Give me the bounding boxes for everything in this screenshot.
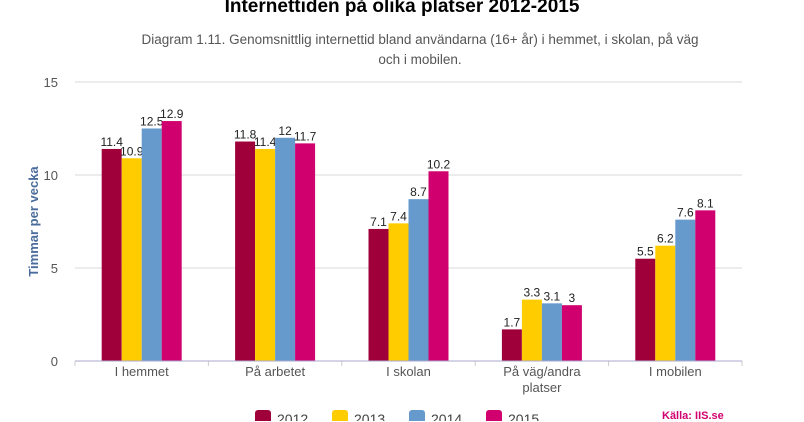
data-label: 1.7	[504, 315, 521, 329]
y-axis-label: Timmar per vecka	[26, 166, 41, 277]
y-tick-label: 0	[51, 354, 58, 369]
chart-title: Internettiden på olika platser 2012-2015	[224, 0, 580, 17]
data-label: 11.8	[234, 128, 257, 142]
y-tick-label: 15	[44, 75, 58, 90]
bar-2012	[635, 258, 656, 361]
bar-2014	[675, 219, 696, 361]
legend-swatch-2013	[332, 410, 348, 421]
data-label: 10.9	[120, 144, 144, 158]
x-tick-label: I hemmet	[115, 364, 170, 379]
data-label: 3.1	[544, 289, 561, 303]
data-label: 3.3	[524, 286, 541, 300]
data-label: 11.4	[254, 135, 277, 149]
legend-swatch-2015	[486, 410, 502, 421]
bar-2014	[141, 128, 162, 361]
bar-2012	[368, 228, 389, 361]
data-label: 11.4	[100, 135, 123, 149]
x-tick-label: I skolan	[386, 364, 431, 379]
legend-label-2012: 2012	[277, 411, 308, 421]
bar-2013	[388, 223, 409, 361]
source-note: Källa: IIS.se	[662, 410, 724, 422]
bar-2013	[655, 245, 676, 361]
bar-2012	[501, 329, 522, 361]
bar-2014	[275, 137, 296, 361]
legend-label-2013: 2013	[354, 411, 385, 421]
data-label: 8.1	[697, 196, 714, 210]
data-label: 7.4	[390, 209, 407, 223]
data-label: 6.2	[657, 232, 674, 246]
y-tick-label: 5	[51, 261, 58, 276]
bar-2015	[561, 305, 582, 361]
bar-2015	[428, 171, 449, 361]
legend-swatch-2014	[409, 410, 425, 421]
bar-2014	[541, 303, 562, 361]
bar-2012	[101, 148, 122, 361]
data-label: 7.1	[370, 215, 387, 229]
x-tick-label: På väg/andra	[503, 364, 581, 379]
data-label: 3	[569, 291, 576, 305]
bar-2013	[121, 158, 142, 361]
bar-2015	[695, 210, 716, 361]
data-label: 12.5	[140, 115, 164, 129]
bar-2012	[235, 141, 256, 361]
bar-2015	[161, 121, 182, 361]
data-label: 11.7	[294, 129, 317, 143]
data-label: 10.2	[427, 157, 451, 171]
bar-2013	[521, 299, 542, 361]
legend-swatch-2012	[255, 410, 271, 421]
data-label: 8.7	[410, 185, 427, 199]
y-tick-label: 10	[44, 168, 58, 183]
data-label: 12.9	[160, 107, 184, 121]
legend-label-2014: 2014	[431, 411, 462, 421]
bar-2013	[255, 148, 276, 361]
x-tick-label: I mobilen	[649, 364, 702, 379]
legend-label-2015: 2015	[508, 411, 539, 421]
chart-subtitle: Diagram 1.11. Genomsnittlig internettid …	[141, 32, 699, 67]
data-label: 12	[278, 124, 292, 138]
bar-2014	[408, 199, 429, 361]
bar-2015	[295, 143, 316, 361]
data-label: 7.6	[677, 206, 694, 220]
x-tick-label: På arbetet	[245, 364, 305, 379]
x-tick-label: platser	[522, 380, 562, 395]
data-label: 5.5	[637, 245, 654, 259]
